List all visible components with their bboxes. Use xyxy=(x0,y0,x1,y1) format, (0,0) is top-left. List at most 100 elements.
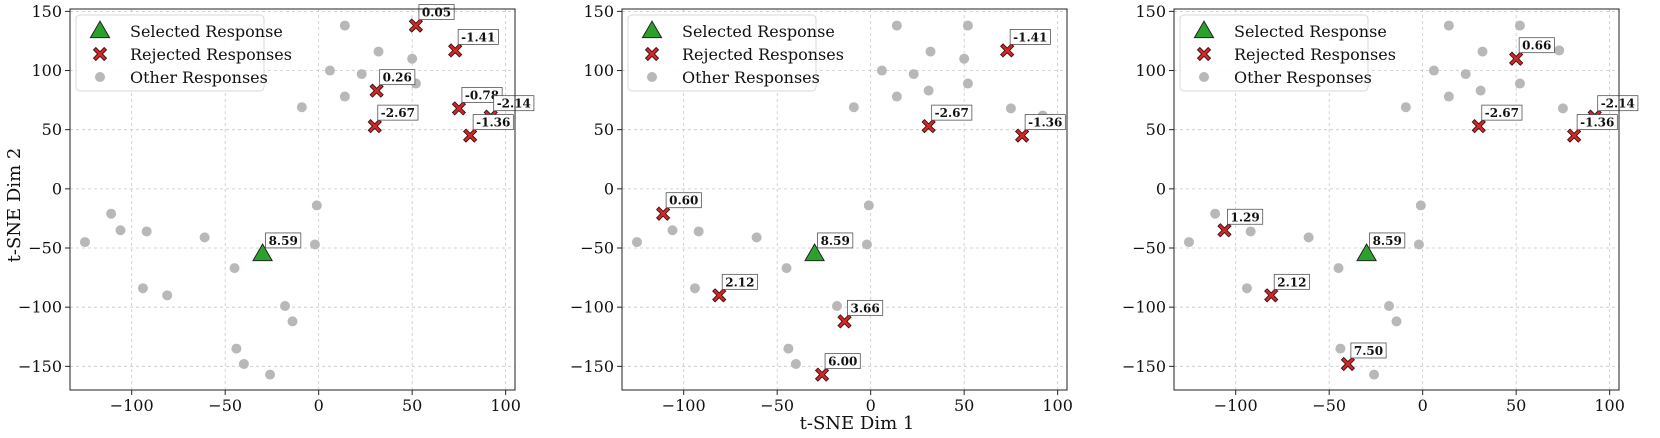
data-label: 0.05 xyxy=(422,6,451,20)
data-label-box xyxy=(457,29,499,45)
other-response-point xyxy=(832,300,843,311)
data-label-box xyxy=(493,95,535,112)
data-label-box xyxy=(847,299,884,316)
x-tick-label: 0 xyxy=(1418,396,1428,415)
rejected-response-marker xyxy=(1471,119,1486,134)
other-response-point xyxy=(287,316,298,327)
x-tick-label: −100 xyxy=(1214,396,1258,415)
other-response-point xyxy=(781,263,792,274)
other-response-point xyxy=(1557,103,1568,114)
x-tick-label: −50 xyxy=(1312,396,1346,415)
y-tick-label: −100 xyxy=(570,298,614,317)
other-response-point xyxy=(1400,102,1411,113)
y-tick-label: −100 xyxy=(1122,298,1166,317)
legend-box xyxy=(627,14,817,92)
data-label: -1.36 xyxy=(1028,116,1062,130)
data-label-box xyxy=(824,353,861,370)
y-tick-label: 100 xyxy=(583,61,614,80)
legend-selected-label: Selected Response xyxy=(1234,22,1387,41)
y-tick-label: 0 xyxy=(1156,179,1166,198)
legend-rejected-icon xyxy=(1196,46,1212,62)
other-response-point xyxy=(891,20,902,31)
data-label: -1.41 xyxy=(1013,30,1047,44)
legend-selected-label: Selected Response xyxy=(130,22,283,41)
rejected-response-marker xyxy=(921,119,936,134)
other-response-point xyxy=(1443,20,1454,31)
x-tick-label: −50 xyxy=(208,396,242,415)
other-response-point xyxy=(324,65,335,76)
legend-rejected-icon xyxy=(92,46,108,62)
other-response-point xyxy=(265,369,276,380)
rejected-response-marker xyxy=(1217,223,1232,238)
other-response-point xyxy=(1335,343,1346,354)
other-response-point xyxy=(339,20,350,31)
data-label-box xyxy=(1024,114,1066,131)
other-response-point xyxy=(863,200,874,211)
data-label: 8.59 xyxy=(821,234,850,248)
other-response-point xyxy=(1241,283,1252,294)
rejected-response-marker xyxy=(712,288,727,303)
legend-box xyxy=(1179,14,1369,92)
data-label-box xyxy=(1273,273,1310,290)
rejected-response-marker xyxy=(1264,288,1279,303)
x-tick-label: 100 xyxy=(1594,396,1625,415)
x-tick-label: −50 xyxy=(760,396,794,415)
y-tick-label: 0 xyxy=(604,179,614,198)
data-label: 8.59 xyxy=(1373,234,1402,248)
rejected-response-marker xyxy=(837,314,852,329)
other-response-point xyxy=(229,263,240,274)
y-tick-label: −50 xyxy=(28,239,62,258)
other-response-point xyxy=(1514,20,1525,31)
rejected-response-marker xyxy=(1014,128,1030,143)
scatter-panel-1: −100 −50 0 50 100 −150 −100 −50 0 50 100 150 0.05 -1.… xyxy=(18,2,535,415)
rejected-response-marker xyxy=(655,206,671,221)
other-response-point xyxy=(1514,78,1525,89)
data-label-box xyxy=(1009,29,1051,45)
rejected-response-marker xyxy=(408,18,424,33)
other-response-point xyxy=(79,237,90,248)
other-response-point xyxy=(238,358,249,369)
y-tick-label: −150 xyxy=(570,357,614,376)
selected-response-marker xyxy=(804,243,825,262)
rejected-response-marker xyxy=(369,83,384,98)
scatter-panel-2: −100 −50 0 50 100 −150 −100 −50 0 50 100 150 -1.41 -2… xyxy=(570,2,1073,415)
y-tick-label: 50 xyxy=(42,120,62,139)
x-tick-label: 50 xyxy=(402,396,422,415)
other-response-point xyxy=(923,85,934,96)
x-tick-label: 100 xyxy=(490,396,521,415)
x-tick-label: −100 xyxy=(662,396,706,415)
rejected-response-marker xyxy=(1000,43,1015,58)
legend-other-icon xyxy=(647,72,657,82)
rejected-response-marker xyxy=(367,119,382,134)
other-response-point xyxy=(407,53,418,64)
other-response-point xyxy=(1210,208,1221,219)
other-response-point xyxy=(667,225,678,236)
other-response-point xyxy=(790,358,801,369)
data-label-box xyxy=(817,232,854,249)
data-label: 0.66 xyxy=(1522,39,1551,53)
rejected-response-marker xyxy=(814,367,830,382)
data-label: -1.36 xyxy=(1580,116,1614,130)
other-response-point xyxy=(891,91,902,102)
rejected-response-marker xyxy=(448,43,463,58)
other-response-point xyxy=(959,53,970,64)
data-label: 2.12 xyxy=(1277,275,1306,289)
other-response-point xyxy=(1245,226,1256,237)
legend-other-icon xyxy=(1199,72,1209,82)
selected-response-marker xyxy=(252,243,273,262)
x-tick-label: 100 xyxy=(1042,396,1073,415)
y-tick-label: −50 xyxy=(1132,239,1166,258)
data-label: 6.00 xyxy=(828,355,857,369)
other-response-point xyxy=(1005,103,1016,114)
y-tick-label: 0 xyxy=(52,179,62,198)
other-response-point xyxy=(106,208,117,219)
legend-other-label: Other Responses xyxy=(682,68,820,87)
data-label: -0.78 xyxy=(465,88,499,102)
other-response-point xyxy=(876,65,887,76)
data-label-box xyxy=(1350,342,1387,359)
other-response-point xyxy=(373,46,384,57)
data-label: -2.67 xyxy=(381,106,415,120)
other-response-point xyxy=(162,290,173,301)
selected-response-marker xyxy=(1356,243,1377,262)
